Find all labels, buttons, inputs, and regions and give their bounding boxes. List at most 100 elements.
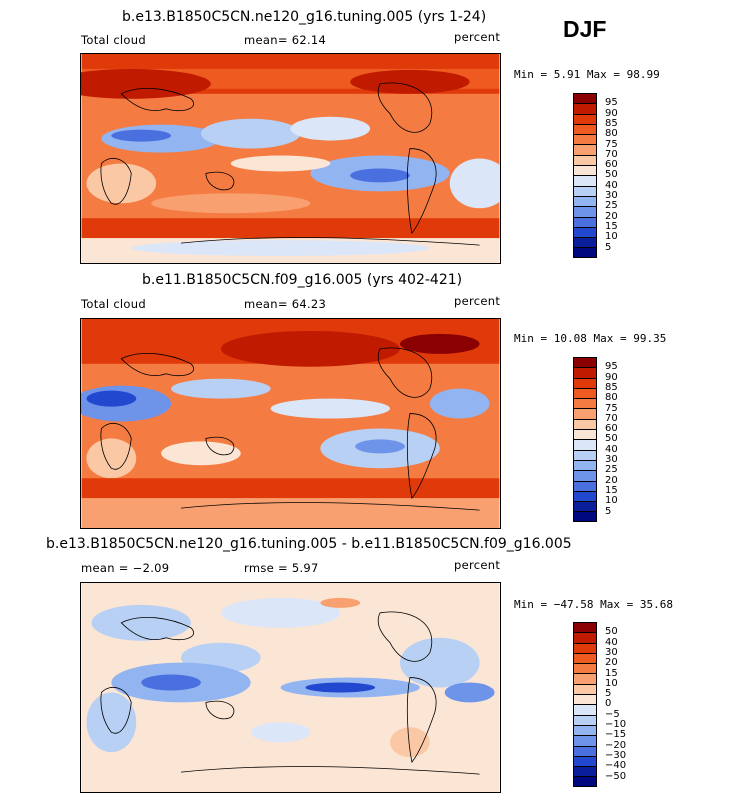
colorbar-swatch — [573, 377, 597, 388]
colorbar-tick-label: 90 — [605, 107, 618, 119]
colorbar-tick-label: 40 — [605, 443, 618, 455]
colorbar-swatch — [573, 663, 597, 674]
colorbar-tick-label: 25 — [605, 464, 618, 476]
panel1-mean: mean= 62.14 — [244, 33, 327, 47]
colorbar-swatch — [573, 501, 597, 512]
panel2-title: b.e11.B1850C5CN.f09_g16.005 (yrs 402-421… — [142, 272, 463, 288]
colorbar-swatch — [573, 113, 597, 124]
panel3-mean: mean = −2.09 — [81, 561, 170, 575]
panel3-field — [81, 583, 500, 792]
colorbar-swatch — [573, 387, 597, 399]
colorbar-tick-label: 15 — [605, 484, 618, 496]
colorbar-swatch — [573, 683, 597, 695]
colorbar-swatch — [573, 673, 597, 684]
colorbar-tick-label: 20 — [605, 474, 618, 486]
panel2-map — [80, 318, 501, 529]
colorbar-tick-label: 15 — [605, 220, 618, 232]
colorbar-swatch — [573, 154, 597, 166]
panel1-map — [80, 53, 501, 264]
colorbar-swatch — [573, 103, 597, 114]
colorbar-tick-label: 95 — [605, 361, 618, 373]
colorbar-tick-label: −30 — [605, 749, 627, 761]
colorbar-swatch — [573, 766, 597, 777]
colorbar-tick-label: 5 — [605, 688, 612, 700]
colorbar-swatch — [573, 642, 597, 653]
colorbar-swatch — [573, 247, 597, 258]
colorbar-tick-label: 40 — [605, 179, 618, 191]
colorbar-tick-label: 10 — [605, 495, 618, 507]
colorbar-swatch — [573, 357, 597, 368]
panel3-map — [80, 582, 501, 793]
colorbar-swatch — [573, 704, 597, 715]
colorbar-swatch — [573, 165, 597, 176]
panel3-rmse: rmse = 5.97 — [244, 561, 319, 575]
colorbar-swatch — [573, 449, 597, 460]
colorbar-swatch — [573, 755, 597, 767]
colorbar-swatch — [573, 206, 597, 217]
colorbar-tick-label: −15 — [605, 729, 627, 741]
panel1-field — [81, 54, 500, 263]
colorbar-tick-label: 5 — [605, 241, 612, 253]
panel3-title: b.e13.B1850C5CN.ne120_g16.tuning.005 - b… — [46, 536, 572, 552]
colorbar-tick-label: 60 — [605, 159, 618, 171]
colorbar-tick-label: 30 — [605, 454, 618, 465]
colorbar-tick-label: 75 — [605, 402, 618, 414]
colorbar-swatch — [573, 398, 597, 409]
colorbar-swatch — [573, 490, 597, 502]
colorbar-tick-label: 80 — [605, 128, 618, 140]
colorbar-tick-label: 50 — [605, 169, 618, 181]
colorbar-tick-label: 0 — [605, 698, 612, 710]
panel2-variable: Total cloud — [81, 297, 146, 311]
colorbar-tick-label: 70 — [605, 148, 618, 160]
colorbar-swatch — [573, 185, 597, 196]
colorbar-tick-label: −40 — [605, 760, 627, 772]
panel2-colorbar-cells — [573, 357, 597, 522]
colorbar-tick-label: 30 — [605, 190, 618, 201]
colorbar-swatch — [573, 216, 597, 227]
panel2-colorbar: 95 90 85 80 75 70 60 50 40 30 25 20 15 10 5 — [573, 357, 618, 522]
colorbar-swatch — [573, 237, 597, 248]
colorbar-swatch — [573, 134, 597, 145]
colorbar-swatch — [573, 439, 597, 450]
colorbar-swatch — [573, 408, 597, 419]
colorbar-swatch — [573, 480, 597, 491]
panel3-minmax: Min = −47.58 Max = 35.68 — [514, 598, 673, 611]
colorbar-swatch — [573, 652, 597, 664]
colorbar-tick-label: 50 — [605, 433, 618, 445]
panel3-units: percent — [454, 558, 501, 572]
colorbar-tick-label: −50 — [605, 770, 627, 782]
panel3-colorbar: 50 40 30 20 15 10 5 0 −5 −10 −15 −20 −30 −40 −50 — [573, 622, 626, 787]
colorbar-tick-label: −10 — [605, 719, 627, 730]
colorbar-swatch — [573, 175, 597, 186]
colorbar-tick-label: 50 — [605, 626, 618, 638]
panel1-title: b.e13.B1850C5CN.ne120_g16.tuning.005 (yr… — [122, 9, 487, 25]
panel1-colorbar: 95 90 85 80 75 70 60 50 40 30 25 20 15 10 5 — [573, 93, 618, 258]
panel1-variable: Total cloud — [81, 33, 146, 47]
colorbar-swatch — [573, 632, 597, 643]
colorbar-swatch — [573, 694, 597, 705]
colorbar-swatch — [573, 622, 597, 633]
colorbar-swatch — [573, 714, 597, 725]
colorbar-tick-label: 40 — [605, 636, 618, 648]
colorbar-tick-label: −5 — [605, 708, 620, 720]
panel2-field — [81, 319, 500, 528]
colorbar-tick-label: 30 — [605, 646, 618, 658]
colorbar-swatch — [573, 93, 597, 104]
colorbar-tick-label: 25 — [605, 200, 618, 212]
panel1-units: percent — [454, 30, 501, 44]
colorbar-swatch — [573, 144, 597, 155]
colorbar-tick-label: 20 — [605, 657, 618, 669]
colorbar-tick-label: 20 — [605, 210, 618, 222]
colorbar-tick-label: 10 — [605, 231, 618, 243]
colorbar-swatch — [573, 429, 597, 440]
panel2-units: percent — [454, 294, 501, 308]
panel2-mean: mean= 64.23 — [244, 297, 327, 311]
colorbar-tick-label: 10 — [605, 677, 618, 689]
panel1-colorbar-cells — [573, 93, 597, 258]
colorbar-tick-label: −20 — [605, 739, 627, 751]
colorbar-tick-label: 75 — [605, 138, 618, 150]
colorbar-swatch — [573, 776, 597, 787]
colorbar-swatch — [573, 511, 597, 522]
colorbar-swatch — [573, 745, 597, 756]
colorbar-swatch — [573, 367, 597, 378]
